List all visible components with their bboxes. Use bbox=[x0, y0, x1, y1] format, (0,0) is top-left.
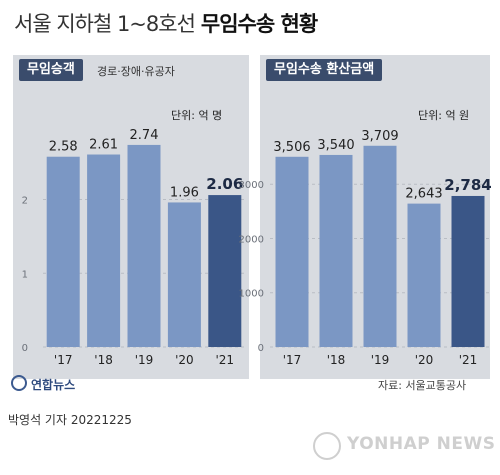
bar bbox=[46, 156, 80, 347]
data-label: 2.58 bbox=[49, 140, 78, 155]
y-tick-label: 1 bbox=[22, 269, 28, 280]
bar-chart-free-transport-cost: 0 1000 2000 3000 3,506 '17 3,540 '18 3,709 '19 2,6… bbox=[239, 129, 492, 367]
data-label: 3,540 bbox=[317, 138, 354, 153]
panel-free-passengers: 무임승객 경로·장애·유공자 단위: 억 명 0 1 2 2.58 '17 2.61 '18… bbox=[13, 55, 249, 379]
bar bbox=[87, 154, 121, 347]
x-tick-label: '17 bbox=[54, 353, 73, 367]
watermark-text: YONHAP NEWS bbox=[347, 434, 496, 454]
data-label: 2,643 bbox=[405, 187, 442, 202]
x-tick-label: '18 bbox=[94, 353, 113, 367]
x-tick-label: '19 bbox=[371, 353, 390, 367]
data-label: 1.96 bbox=[170, 185, 199, 200]
data-label: 2.61 bbox=[89, 138, 118, 153]
data-label: 2,784 bbox=[444, 176, 491, 194]
bar bbox=[407, 203, 441, 347]
bar bbox=[127, 144, 161, 347]
source-note: 자료: 서울교통공사 bbox=[378, 379, 467, 392]
yonhap-logo-text: 연합뉴스 bbox=[31, 378, 76, 392]
chart-title: 서울 지하철 1~8호선 무임수송 현황 bbox=[14, 8, 318, 38]
x-tick-label: '20 bbox=[415, 353, 434, 367]
unit-label-left: 단위: 억 명 bbox=[171, 109, 223, 122]
yonhap-logo-icon bbox=[11, 375, 27, 391]
panel-tag-free-transport-cost: 무임수송 환산금액 bbox=[266, 59, 383, 81]
x-tick-label: '21 bbox=[459, 353, 478, 367]
data-label: 2.06 bbox=[206, 175, 243, 193]
bar bbox=[451, 195, 485, 347]
panel-subtitle: 경로·장애·유공자 bbox=[97, 65, 175, 78]
panel-tag-free-passengers: 무임승객 bbox=[19, 59, 83, 81]
data-label: 3,506 bbox=[273, 140, 310, 155]
y-tick-label: 3000 bbox=[239, 180, 264, 191]
data-label: 3,709 bbox=[361, 129, 398, 144]
x-tick-label: '17 bbox=[283, 353, 302, 367]
x-tick-label: '21 bbox=[216, 353, 235, 367]
y-tick-label: 0 bbox=[22, 343, 28, 354]
title-emphasis: 무임수송 현황 bbox=[200, 12, 318, 36]
data-label: 2.74 bbox=[130, 128, 159, 143]
y-tick-label: 1000 bbox=[239, 289, 264, 300]
byline: 박영석 기자 20221225 bbox=[8, 413, 132, 427]
y-tick-label: 2 bbox=[22, 196, 28, 207]
watermark-logo-icon bbox=[313, 432, 341, 460]
y-tick-label: 0 bbox=[258, 343, 264, 354]
bar-chart-free-passengers: 0 1 2 2.58 '17 2.61 '18 2.74 '19 1.96 '20 2.06 '21 bbox=[22, 128, 245, 367]
bar bbox=[275, 156, 309, 347]
x-tick-label: '18 bbox=[327, 353, 346, 367]
bar bbox=[208, 195, 242, 347]
bar bbox=[167, 202, 201, 347]
title-main: 서울 지하철 1~8호선 bbox=[14, 12, 196, 36]
x-tick-label: '20 bbox=[175, 353, 194, 367]
panel-free-transport-cost: 무임수송 환산금액 단위: 억 원 0 1000 2000 3000 3,506 '17 3… bbox=[239, 55, 492, 379]
bar bbox=[319, 154, 353, 347]
y-tick-label: 2000 bbox=[239, 234, 264, 245]
x-tick-label: '19 bbox=[135, 353, 154, 367]
bar bbox=[363, 145, 397, 347]
unit-label-right: 단위: 억 원 bbox=[418, 109, 470, 122]
